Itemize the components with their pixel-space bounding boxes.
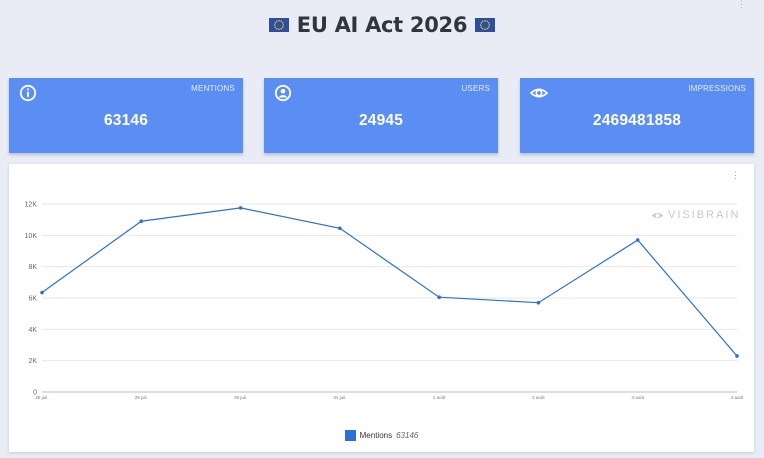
impressions-card[interactable]: IMPRESSIONS 2469481858 [520,78,754,153]
x-tick-label: 29 juil. [135,395,148,400]
data-point[interactable] [338,226,342,231]
eye-icon [651,212,664,218]
watermark: VISIBRAIN [651,209,740,221]
legend-count: 63146 [396,431,419,440]
mentions-chart-card: 0 2K 4K 6K 8K 10K 12K 28 juil. 29 juil. 30 juil. 3… [9,164,754,452]
y-tick-label: 8K [28,264,37,271]
y-tick-label: 0 [33,390,37,397]
user-icon [274,84,292,102]
users-card[interactable]: USERS 24945 [264,78,498,153]
legend-label: Mentions [359,431,393,440]
x-tick-label: 30 juil. [234,395,247,400]
x-tick-label: 31 juil. [333,395,346,400]
eye-icon [530,88,548,98]
data-point[interactable] [536,300,541,305]
legend-swatch [344,430,356,441]
page-menu-icon[interactable]: ⋮ [737,0,746,9]
chart-menu-icon[interactable]: ⋮ [731,170,740,180]
data-point[interactable] [635,238,640,242]
eu-flag-icon [475,18,496,32]
data-point[interactable] [40,290,44,295]
y-tick-label: 4K [28,327,37,334]
x-tick-label: 4 août [731,395,744,400]
data-point[interactable] [735,354,739,358]
impressions-label: IMPRESSIONS [688,84,746,93]
data-point[interactable] [437,295,441,300]
mentions-card[interactable]: MENTIONS 63146 [9,78,243,153]
page-header: EU AI Act 2026 [0,10,764,40]
mentions-value: 63146 [103,112,149,129]
x-tick-label: 1 août [433,395,446,400]
info-icon [19,84,37,102]
data-point[interactable] [238,206,243,210]
y-tick-label: 10K [25,233,38,240]
mentions-series-line [41,207,738,357]
mentions-label: MENTIONS [191,84,235,93]
mentions-line-chart: 0 2K 4K 6K 8K 10K 12K 28 juil. 29 juil. 30 juil. 3… [25,202,744,401]
users-label: USERS [461,84,490,93]
chart-legend[interactable]: Mentions 63146 [9,430,754,441]
x-tick-label: 28 juil. [35,395,48,400]
data-point[interactable] [139,219,144,224]
y-tick-label: 12K [25,202,38,209]
y-tick-label: 2K [28,358,37,365]
eu-flag-icon [268,18,289,32]
y-tick-label: 6K [28,296,37,303]
x-tick-label: 2 août [532,395,545,400]
users-value: 24945 [358,112,404,129]
watermark-text: VISIBRAIN [668,209,741,221]
impressions-value: 2469481858 [592,112,682,129]
x-tick-label: 3 août [631,395,644,400]
page-title: EU AI Act 2026 [296,13,468,37]
